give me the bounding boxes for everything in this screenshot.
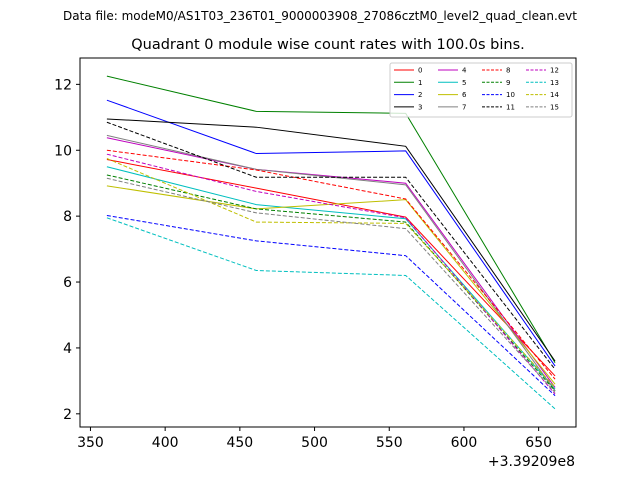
series-line-0 bbox=[106, 158, 556, 377]
legend-label-3: 3 bbox=[418, 103, 422, 111]
series-line-7 bbox=[106, 134, 556, 392]
legend-label-12: 12 bbox=[550, 67, 559, 75]
series-line-8 bbox=[106, 149, 556, 380]
y-tick-label: 12 bbox=[54, 77, 72, 93]
plot-area-frame bbox=[79, 57, 577, 428]
series-line-2 bbox=[106, 99, 556, 367]
y-tick-label: 2 bbox=[63, 407, 72, 423]
x-tick-label: 500 bbox=[301, 435, 328, 451]
x-tick-label: 650 bbox=[525, 435, 552, 451]
legend-label-2: 2 bbox=[418, 91, 422, 99]
series-layer bbox=[106, 75, 556, 410]
y-tick-label: 6 bbox=[63, 275, 72, 291]
legend-label-8: 8 bbox=[506, 67, 510, 75]
legend-label-9: 9 bbox=[506, 79, 510, 87]
series-line-11 bbox=[106, 121, 556, 370]
y-tick-label: 4 bbox=[63, 341, 72, 357]
chart-title: Quadrant 0 module wise count rates with … bbox=[131, 37, 525, 53]
legend-label-0: 0 bbox=[418, 67, 422, 75]
series-line-10 bbox=[106, 214, 556, 397]
series-line-4 bbox=[106, 137, 556, 388]
legend-label-6: 6 bbox=[462, 91, 467, 99]
series-line-14 bbox=[106, 158, 556, 388]
series-line-1 bbox=[106, 75, 556, 364]
legend-label-15: 15 bbox=[550, 103, 559, 111]
legend-label-13: 13 bbox=[550, 79, 559, 87]
x-tick-label: 450 bbox=[226, 435, 253, 451]
legend-label-11: 11 bbox=[506, 103, 515, 111]
legend-label-10: 10 bbox=[506, 91, 515, 99]
legend-label-5: 5 bbox=[462, 79, 466, 87]
legend-box bbox=[389, 62, 573, 118]
x-tick-label: 600 bbox=[451, 435, 478, 451]
series-line-13 bbox=[106, 217, 556, 410]
x-tick-label: 350 bbox=[77, 435, 104, 451]
y-tick-label: 10 bbox=[54, 143, 72, 159]
x-tick-label: 550 bbox=[376, 435, 403, 451]
series-line-5 bbox=[106, 166, 556, 390]
legend-label-7: 7 bbox=[462, 103, 466, 111]
figure-suptitle: Data file: modeM0/AS1T03_236T01_90000039… bbox=[63, 9, 577, 23]
series-line-3 bbox=[106, 118, 556, 362]
series-line-15 bbox=[106, 177, 556, 393]
legend-label-1: 1 bbox=[418, 79, 422, 87]
legend-label-4: 4 bbox=[462, 67, 467, 75]
x-offset-label: +3.39209e8 bbox=[488, 454, 575, 470]
y-tick-label: 8 bbox=[63, 209, 72, 225]
x-tick-label: 400 bbox=[152, 435, 179, 451]
legend-label-14: 14 bbox=[550, 91, 559, 99]
